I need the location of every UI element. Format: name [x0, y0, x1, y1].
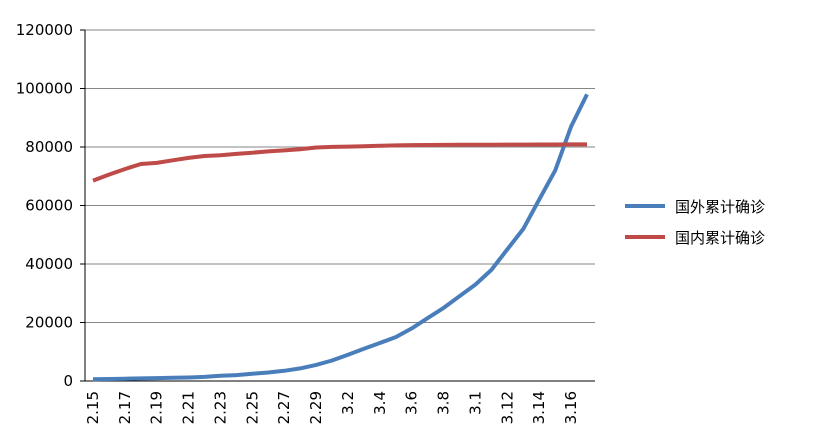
- y-tick-label: 20000: [25, 314, 73, 332]
- x-tick-label: 2.29: [307, 391, 325, 424]
- x-tick-label: 2.23: [211, 391, 229, 424]
- x-tick-label: 2.19: [148, 391, 166, 424]
- y-tick-label: 80000: [25, 138, 73, 156]
- x-tick-label: 2.27: [275, 391, 293, 424]
- x-tick-label: 3.8: [435, 391, 453, 415]
- x-tick-label: 3.4: [371, 391, 389, 415]
- x-tick-label: 3.6: [403, 391, 421, 415]
- y-tick-label: 40000: [25, 255, 73, 273]
- data-line: [92, 142, 587, 183]
- y-tick-label: 100000: [16, 80, 73, 98]
- x-tick-label: 3.1: [466, 391, 484, 415]
- x-tick-label: 3.16: [562, 391, 580, 424]
- x-tick-label: 2.21: [180, 391, 198, 424]
- y-tick-label: 0: [63, 372, 73, 390]
- x-tick-label: 2.25: [243, 391, 261, 424]
- legend-label: 国外累计确诊: [675, 198, 765, 216]
- legend-label: 国内累计确诊: [675, 229, 765, 247]
- data-line: [92, 93, 589, 382]
- y-tick-label: 60000: [25, 197, 73, 215]
- x-tick-label: 2.17: [116, 391, 134, 424]
- y-tick-label: 120000: [16, 21, 73, 39]
- x-tick-label: 3.14: [530, 391, 548, 424]
- x-tick-label: 3.12: [498, 391, 516, 424]
- x-tick-label: 3.2: [339, 391, 357, 415]
- x-tick-label: 2.15: [84, 391, 102, 424]
